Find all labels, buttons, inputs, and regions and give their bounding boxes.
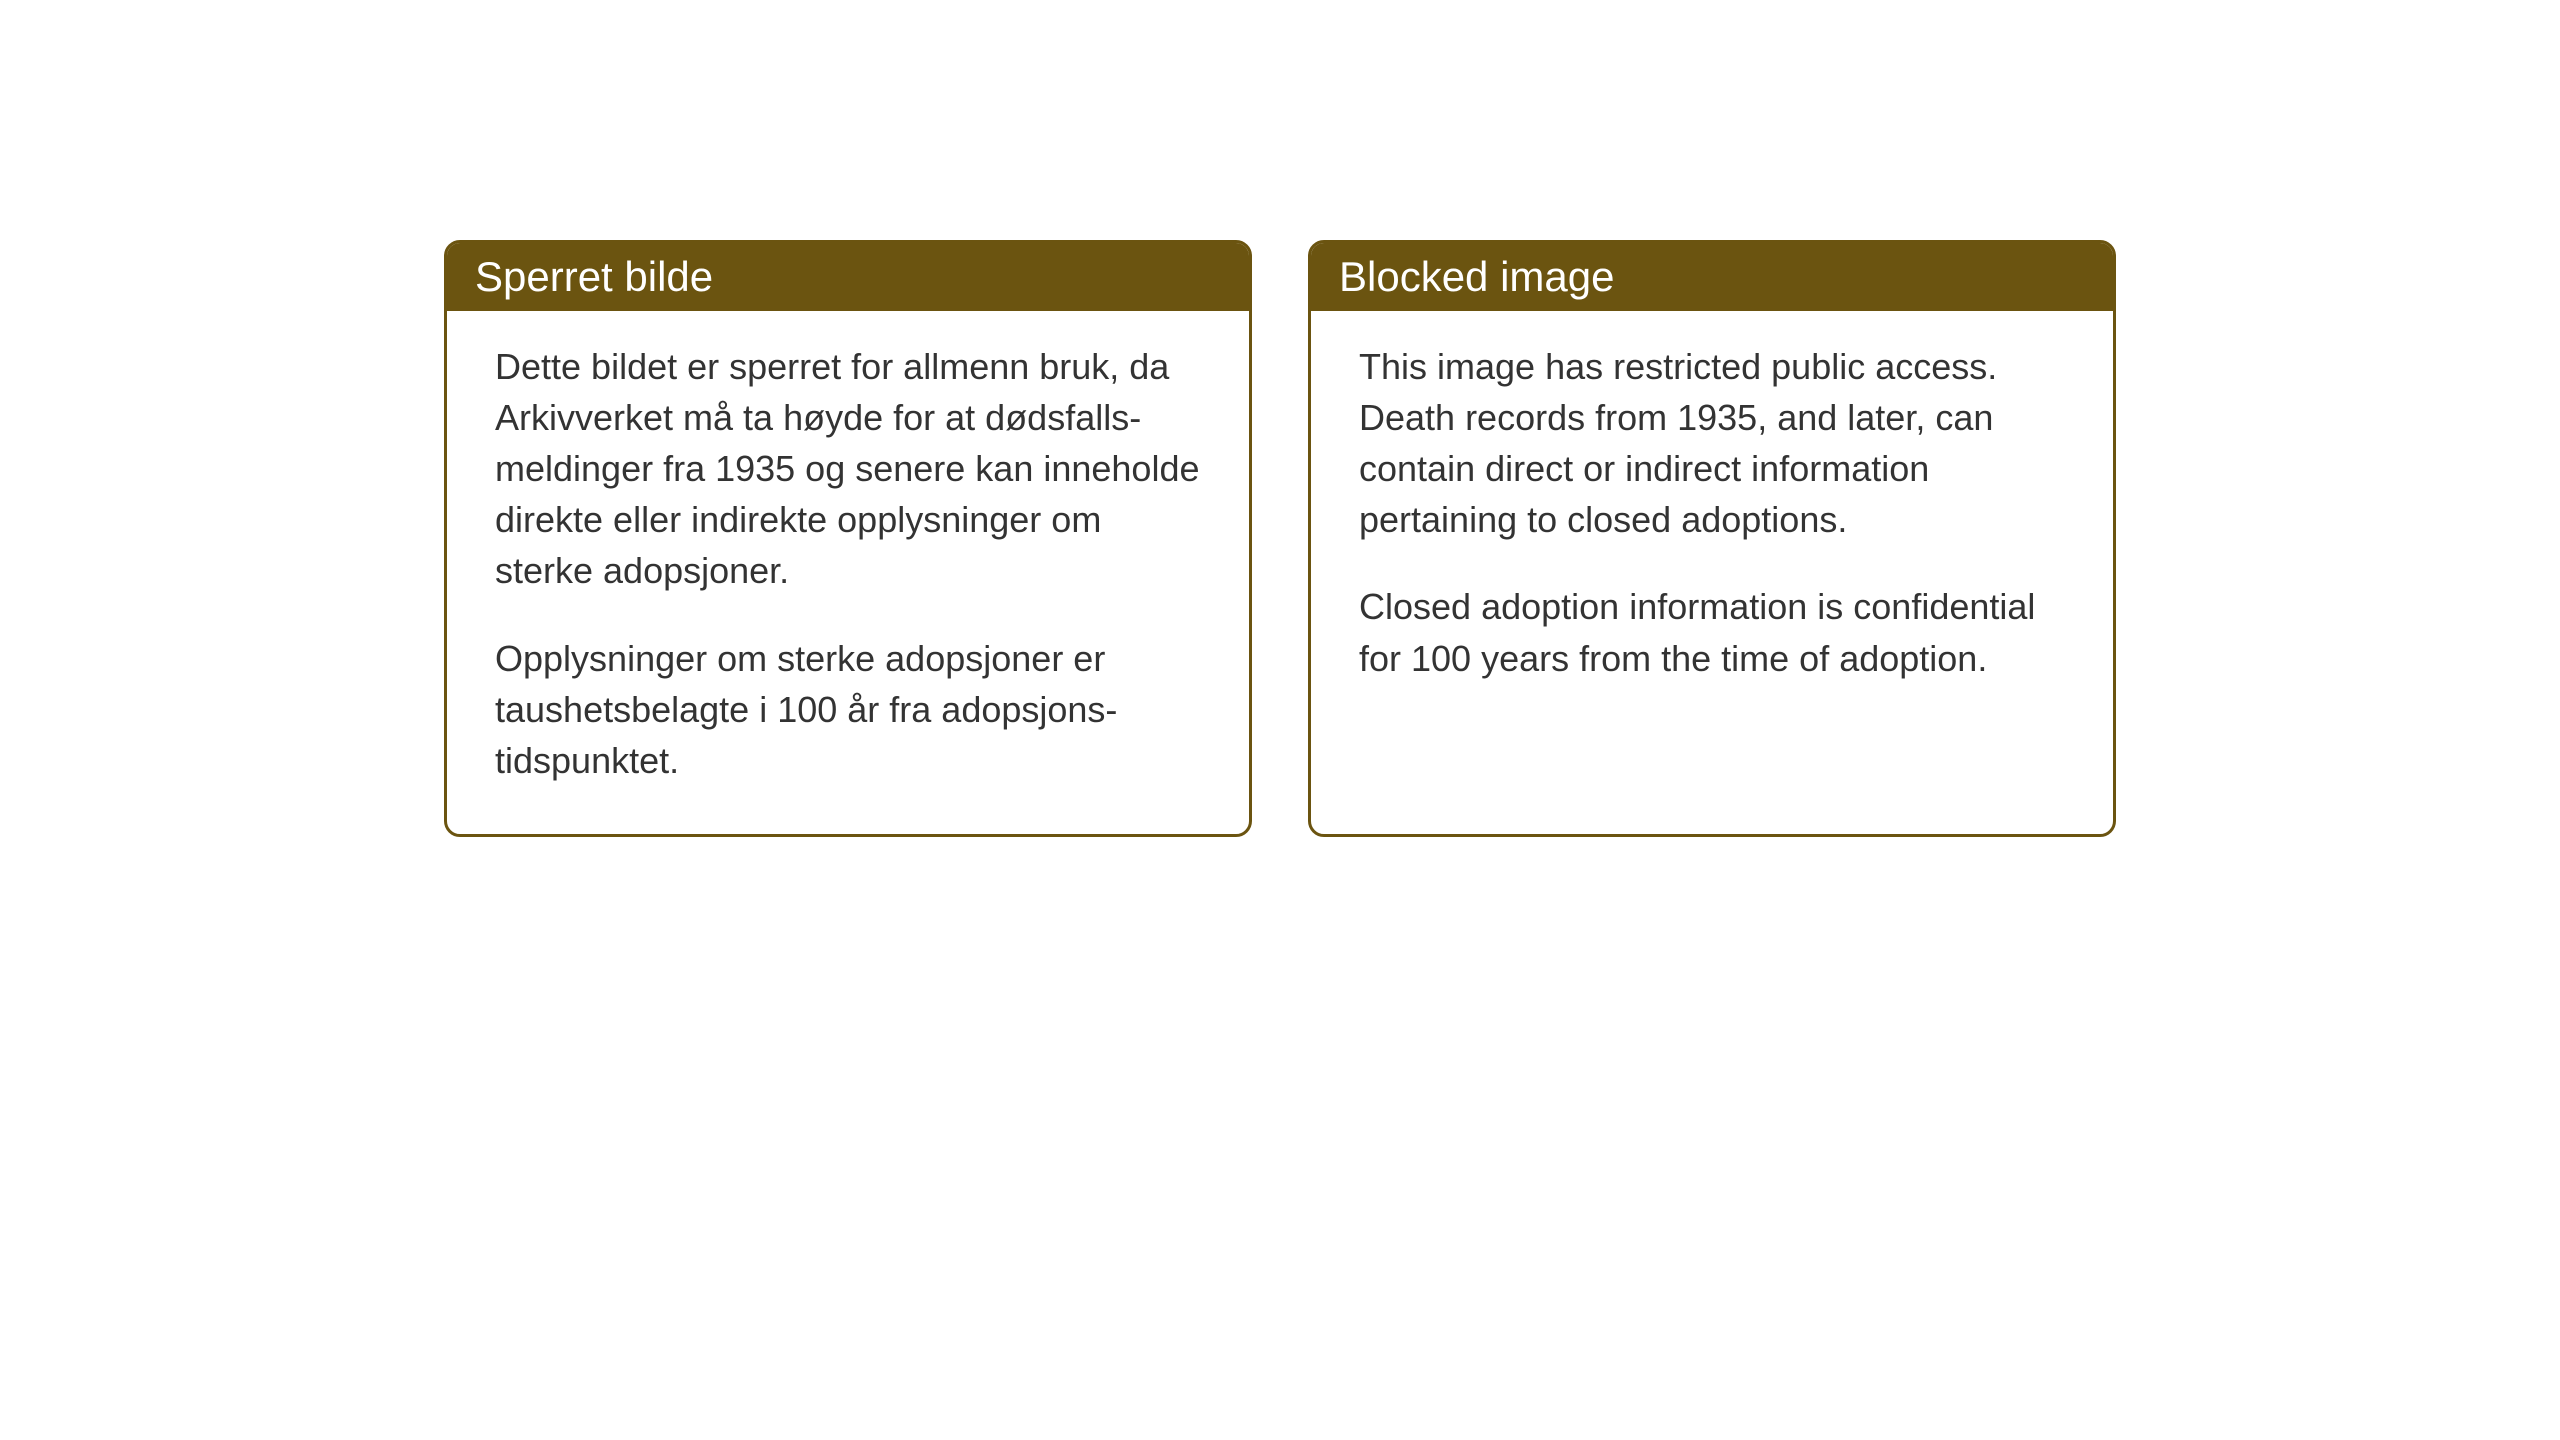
norwegian-card-title: Sperret bilde [447, 243, 1249, 311]
english-card-title: Blocked image [1311, 243, 2113, 311]
notice-container: Sperret bilde Dette bildet er sperret fo… [444, 240, 2116, 837]
english-notice-card: Blocked image This image has restricted … [1308, 240, 2116, 837]
norwegian-paragraph-2: Opplysninger om sterke adopsjoner er tau… [495, 633, 1201, 786]
english-paragraph-2: Closed adoption information is confident… [1359, 581, 2065, 683]
norwegian-paragraph-1: Dette bildet er sperret for allmenn bruk… [495, 341, 1201, 597]
english-paragraph-1: This image has restricted public access.… [1359, 341, 2065, 545]
norwegian-notice-card: Sperret bilde Dette bildet er sperret fo… [444, 240, 1252, 837]
norwegian-card-body: Dette bildet er sperret for allmenn bruk… [447, 311, 1249, 834]
english-card-body: This image has restricted public access.… [1311, 311, 2113, 732]
